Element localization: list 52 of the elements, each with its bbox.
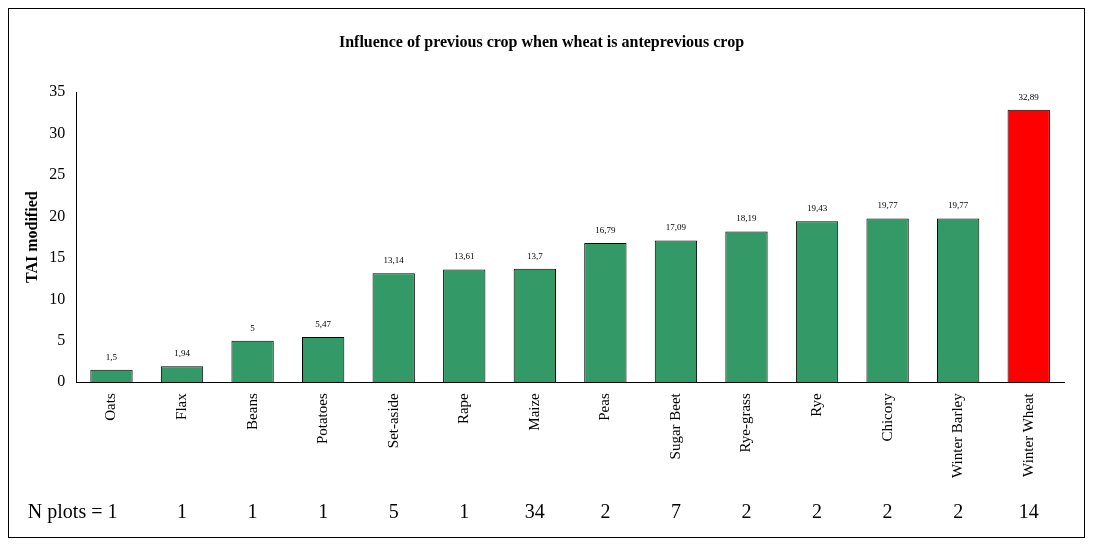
data-label: 13,14 [383, 255, 405, 266]
x-tick-label: Peas [596, 393, 613, 421]
text: 2 [812, 500, 823, 523]
x-tick-label: Flax [172, 392, 189, 420]
data-label: 13,61 [454, 251, 475, 262]
data-label: 18,19 [736, 213, 758, 224]
y-tick-label: 5 [57, 330, 66, 348]
data-label: 19,77 [877, 200, 899, 211]
x-tick-label: Potatoes [314, 393, 331, 445]
chart-title: Influence of previous crop when wheat is anteprevious crop [338, 32, 745, 51]
x-tick-label: Winter Barley [949, 392, 966, 478]
text: 1 [459, 500, 470, 523]
x-tick-label: Winter Wheat [1019, 392, 1036, 477]
text: 5 [388, 500, 399, 523]
x-tick-label: Maize [525, 392, 542, 431]
y-tick-label: 30 [49, 123, 66, 141]
text: 2 [882, 500, 893, 523]
text: 7 [670, 500, 681, 523]
x-tick-label: Set-aside [384, 392, 401, 449]
x-tick-label: Oats [102, 393, 119, 421]
data-label: 1,5 [105, 351, 118, 362]
y-tick-label: 35 [49, 82, 66, 100]
data-label: 5 [250, 322, 256, 333]
data-label: 1,94 [174, 348, 191, 359]
data-label: 19,43 [806, 203, 828, 214]
x-tick-label: Rye-grass [737, 393, 754, 453]
text: 2 [741, 500, 752, 523]
text: 2 [953, 500, 964, 523]
text: 1 [247, 500, 258, 523]
data-label: 16,79 [595, 224, 616, 235]
x-tick-label: Rye [807, 392, 824, 417]
y-tick-label: 25 [49, 165, 66, 183]
text: 34 [524, 500, 545, 523]
data-label: 19,77 [948, 200, 969, 211]
text: 14 [1018, 500, 1039, 523]
data-label: 32,89 [1018, 91, 1040, 102]
x-tick-label: Rape [455, 392, 472, 425]
text: N plots = 1 [27, 500, 118, 524]
y-tick-label: 20 [49, 206, 66, 224]
data-label: 17,09 [665, 222, 687, 233]
y-tick-label: 0 [57, 372, 66, 390]
y-tick-label: 10 [49, 289, 66, 307]
text: 1 [318, 500, 329, 523]
y-axis-title: TAI modified [22, 191, 40, 284]
data-label: 5,47 [315, 318, 332, 329]
y-tick-label: 15 [49, 248, 66, 266]
data-label: 13,7 [526, 250, 544, 261]
text: 1 [177, 500, 188, 523]
x-tick-label: Beans [243, 393, 260, 430]
x-tick-label: Chicory [878, 392, 895, 442]
x-tick-label: Sugar Beet [666, 392, 683, 460]
text: 2 [600, 500, 611, 523]
